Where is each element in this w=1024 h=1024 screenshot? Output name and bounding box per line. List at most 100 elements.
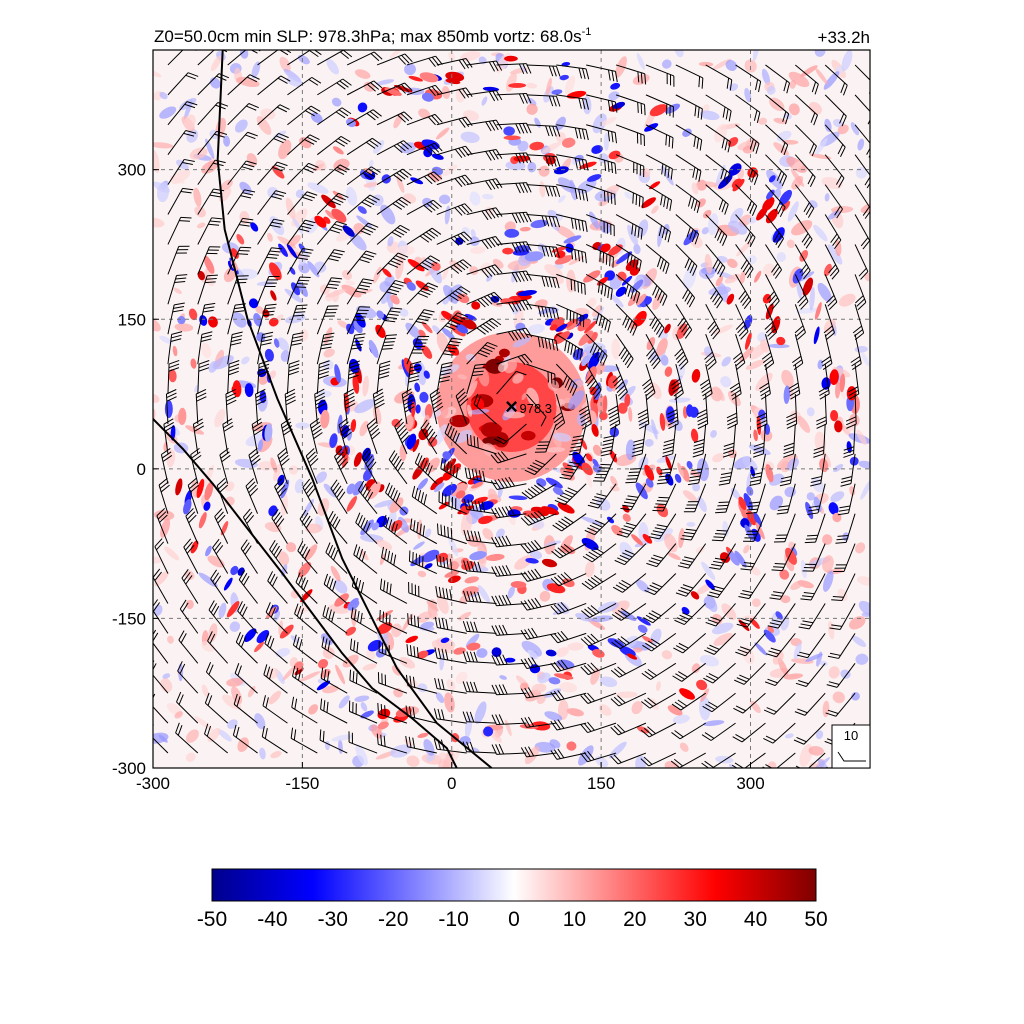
vorticity-cell bbox=[700, 181, 718, 188]
wind-barb-feather bbox=[382, 344, 394, 347]
wind-barb-staff bbox=[323, 583, 348, 604]
rainband-cell bbox=[667, 705, 683, 716]
vorticity-cell bbox=[438, 194, 451, 205]
x-tick-label: 0 bbox=[447, 774, 456, 793]
wind-barb-feather bbox=[580, 753, 588, 763]
rainband-cell bbox=[677, 462, 684, 478]
vorticity-cell bbox=[791, 160, 804, 171]
wind-barb-feather bbox=[523, 543, 532, 553]
rainband-cell bbox=[280, 479, 290, 499]
wind-barb-staff bbox=[466, 661, 497, 664]
wind-barb-feather bbox=[380, 704, 383, 715]
wind-barb-feather bbox=[288, 363, 300, 369]
wind-barb-feather bbox=[304, 481, 312, 491]
wind-barb-feather bbox=[550, 605, 559, 615]
wind-barb-feather bbox=[160, 484, 170, 493]
wind-barb-feather bbox=[309, 134, 320, 141]
wind-barb-feather bbox=[295, 286, 307, 288]
vorticity-cell bbox=[830, 491, 845, 503]
wind-barb-feather bbox=[770, 297, 779, 307]
wind-barb-feather bbox=[403, 111, 413, 120]
wind-barb-feather bbox=[735, 651, 746, 657]
wind-barb-staff bbox=[808, 603, 826, 630]
wind-barb-feather bbox=[581, 582, 591, 590]
vorticity-cell bbox=[704, 253, 713, 274]
wind-barb-feather bbox=[824, 329, 834, 337]
wind-barb-staff bbox=[366, 425, 378, 455]
wind-barb-feather bbox=[262, 314, 274, 317]
wind-barb-feather bbox=[481, 240, 489, 250]
wind-barb-feather bbox=[618, 346, 626, 357]
wind-barb-feather bbox=[208, 600, 215, 611]
wind-barb-feather bbox=[403, 140, 413, 148]
wind-barb-feather bbox=[659, 471, 671, 474]
rainband-cell bbox=[357, 102, 368, 113]
wind-barb-feather bbox=[153, 663, 157, 671]
wind-barb-feather bbox=[803, 202, 810, 213]
wind-barb-feather bbox=[552, 126, 557, 137]
wind-barb-staff bbox=[824, 364, 830, 394]
rainband-cell bbox=[563, 235, 582, 244]
rainband-cell bbox=[271, 165, 285, 179]
wind-barb-feather bbox=[474, 531, 478, 542]
wind-barb-feather bbox=[554, 499, 565, 506]
wind-barb-feather bbox=[297, 669, 302, 681]
wind-barb-feather bbox=[607, 100, 611, 111]
vorticity-cell bbox=[776, 252, 787, 262]
wind-barb-staff bbox=[615, 184, 644, 198]
wind-barb-feather bbox=[590, 662, 599, 671]
wind-barb-feather bbox=[290, 727, 294, 739]
wind-barb-feather bbox=[520, 517, 530, 526]
wind-barb-staff bbox=[197, 131, 217, 156]
wind-barb-feather bbox=[811, 145, 817, 157]
wind-barb-staff bbox=[773, 692, 796, 715]
rainband-cell bbox=[732, 178, 745, 192]
vorticity-cell bbox=[636, 53, 646, 70]
wind-barb-feather bbox=[467, 499, 471, 511]
vorticity-cell bbox=[471, 453, 484, 466]
wind-barb-feather bbox=[617, 557, 628, 563]
wind-barb-feather bbox=[583, 722, 592, 732]
wind-barb-staff bbox=[496, 270, 527, 275]
wind-barb-feather bbox=[683, 326, 691, 336]
wind-barb-feather bbox=[740, 293, 748, 303]
wind-barb-feather bbox=[592, 499, 603, 503]
wind-barb-feather bbox=[479, 349, 491, 355]
wind-barb-feather bbox=[584, 252, 587, 264]
vorticity-cell bbox=[232, 312, 247, 328]
wind-barb-feather bbox=[473, 591, 478, 603]
wind-barb-feather bbox=[180, 633, 187, 644]
wind-barb-feather bbox=[466, 560, 471, 572]
wind-barb-feather bbox=[335, 451, 344, 461]
wind-barb-staff bbox=[823, 423, 826, 454]
wind-barb-feather bbox=[612, 586, 623, 593]
wind-barb-staff bbox=[496, 513, 527, 519]
wind-barb-feather bbox=[607, 69, 611, 81]
wind-barb-feather bbox=[677, 354, 686, 364]
wind-barb-feather bbox=[561, 473, 573, 477]
wind-barb-staff bbox=[688, 543, 707, 569]
wind-barb-feather bbox=[386, 291, 398, 296]
wind-barb-feather bbox=[218, 73, 230, 79]
wind-barb-feather bbox=[525, 241, 532, 252]
wind-barb-feather bbox=[650, 533, 662, 537]
wind-barb-feather bbox=[714, 261, 721, 272]
wind-barb-feather bbox=[181, 602, 189, 613]
wind-barb-feather bbox=[587, 635, 596, 644]
wind-barb-feather bbox=[168, 363, 180, 369]
vorticity-cell bbox=[668, 397, 691, 403]
wind-barb-feather bbox=[557, 748, 565, 759]
wind-barb-feather bbox=[569, 449, 581, 452]
vorticity-cell bbox=[651, 205, 659, 214]
rainband-cell bbox=[785, 547, 797, 565]
wind-barb-feather bbox=[770, 647, 782, 652]
wind-barb-feather bbox=[340, 135, 351, 143]
wind-barb-feather bbox=[424, 146, 433, 156]
rainband-cell bbox=[762, 293, 772, 304]
vorticity-cell bbox=[822, 555, 834, 573]
wind-barb-feather bbox=[524, 353, 533, 363]
wind-barb-staff bbox=[319, 739, 348, 754]
wind-barb-feather bbox=[334, 223, 345, 229]
wind-barb-feather bbox=[389, 310, 401, 313]
wind-barb-feather bbox=[184, 103, 196, 109]
